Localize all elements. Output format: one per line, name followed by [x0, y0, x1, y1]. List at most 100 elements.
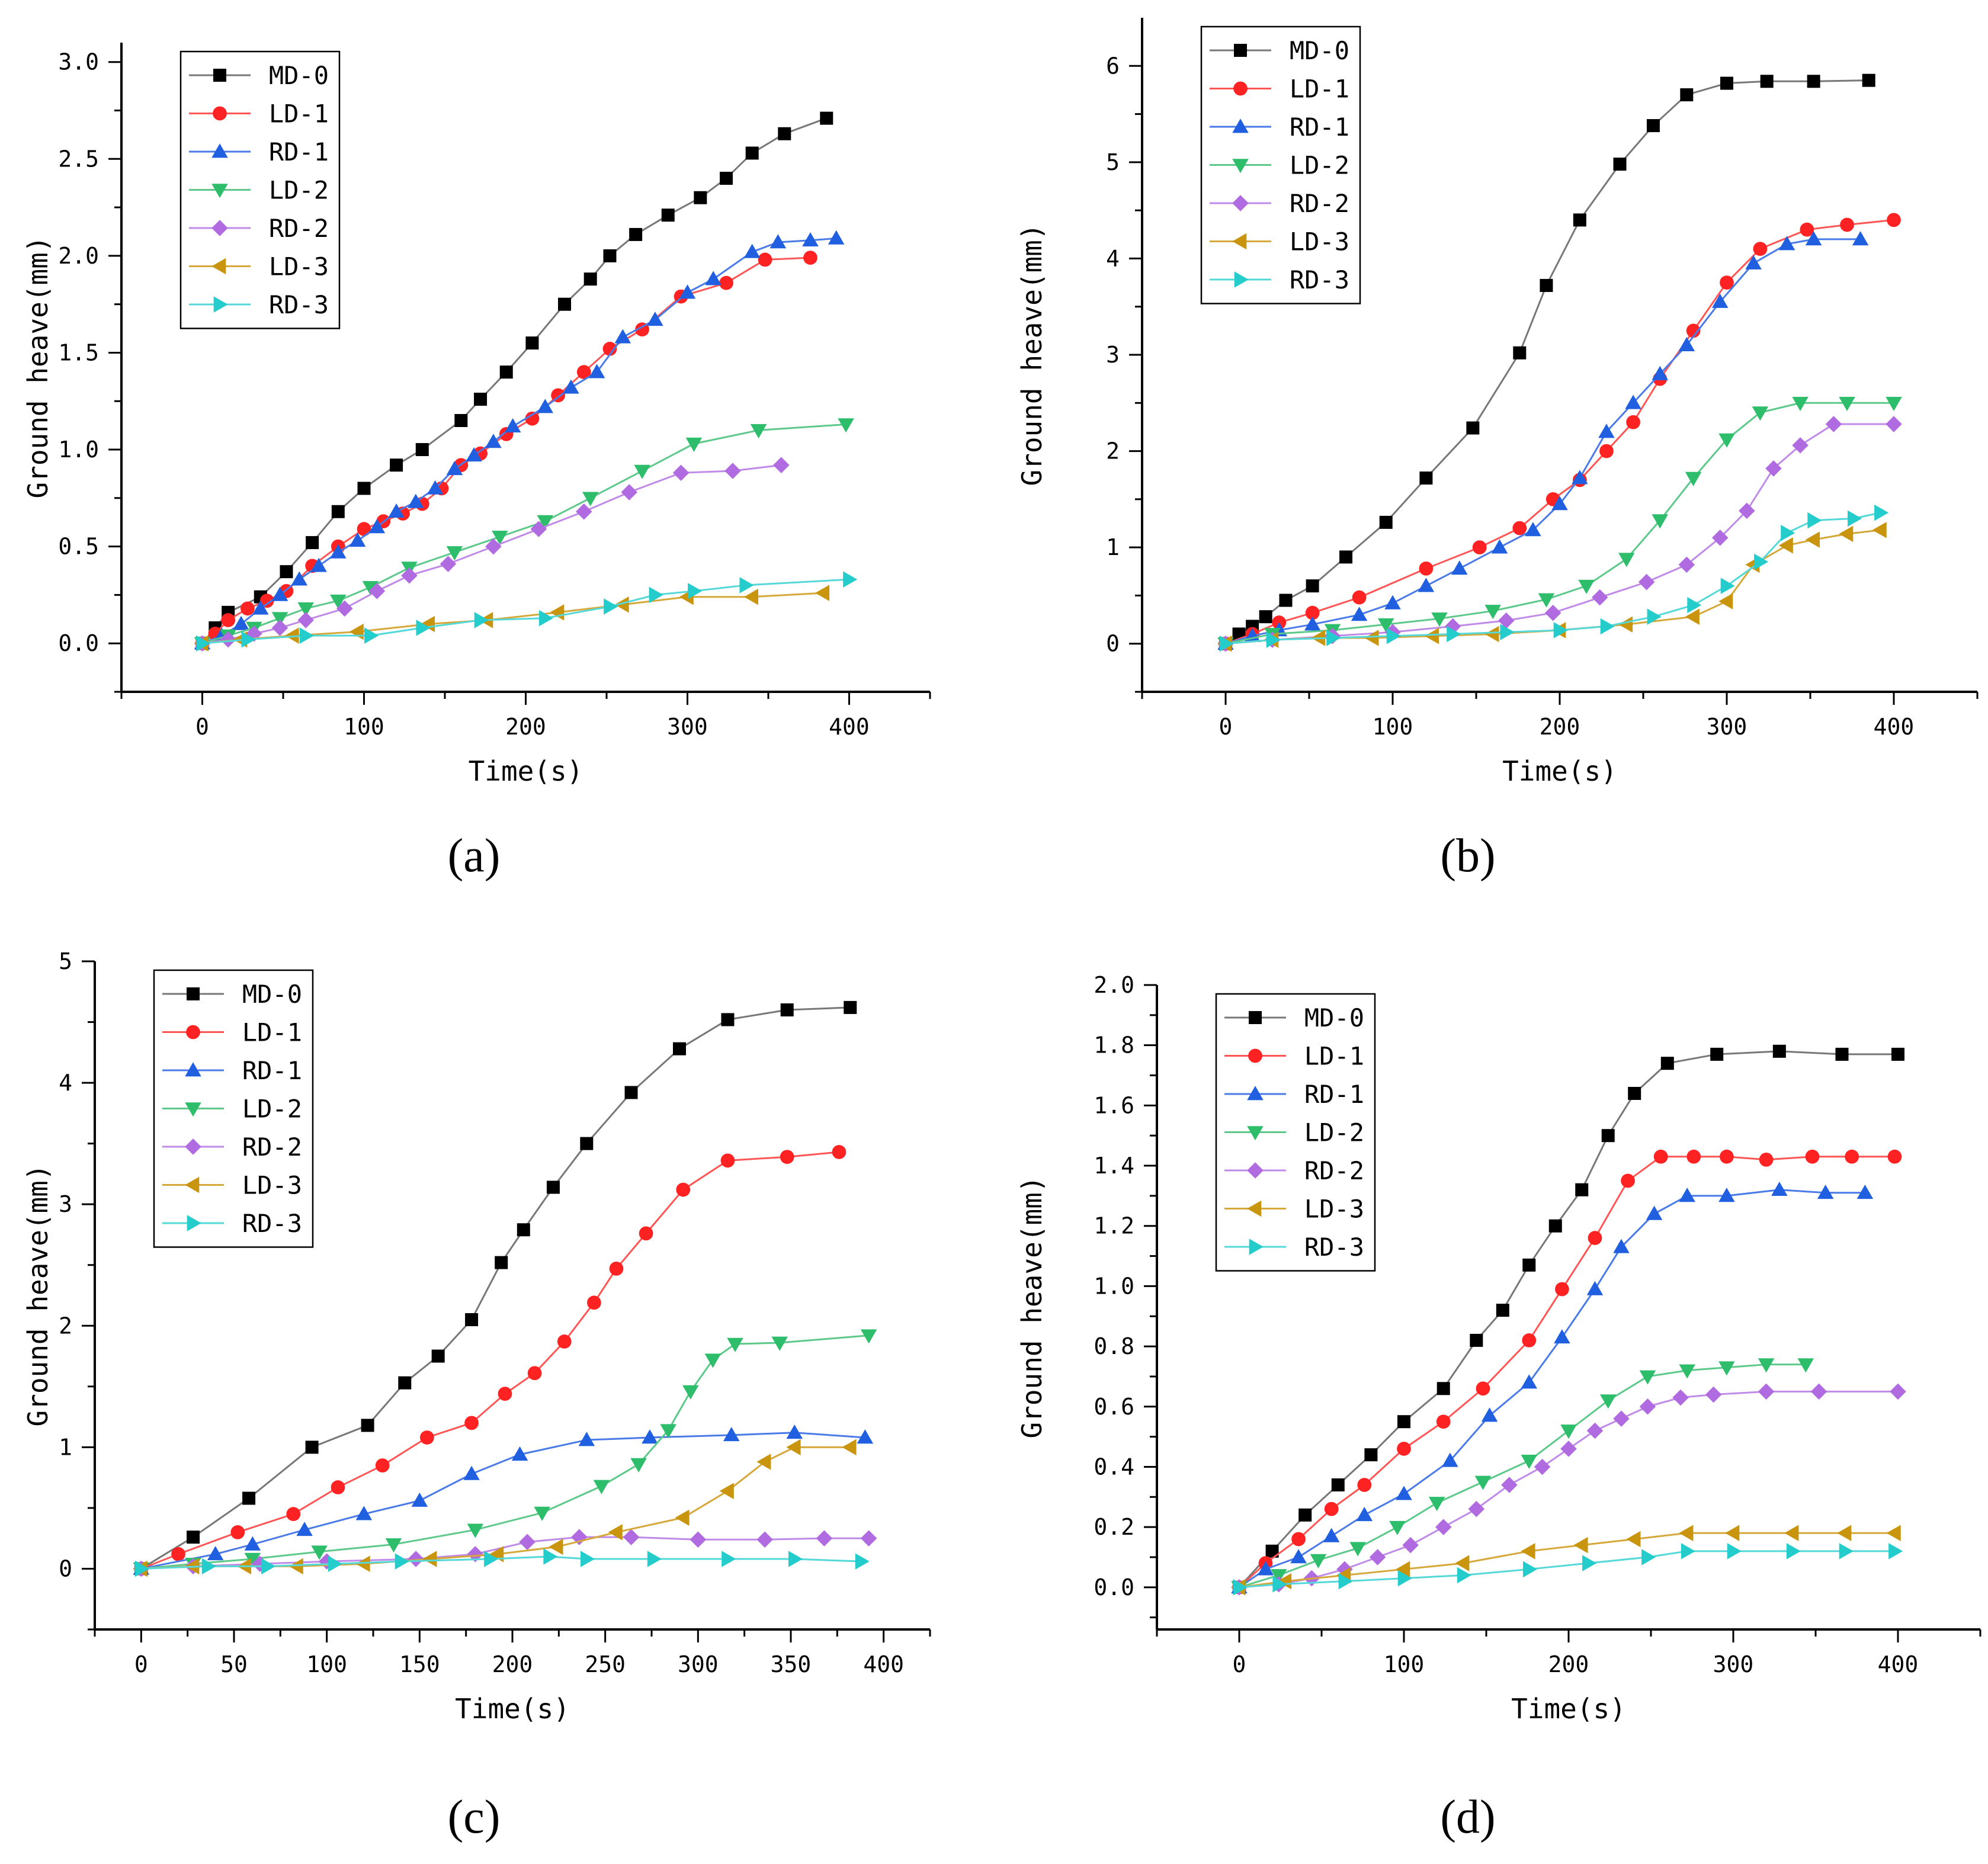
y-axis-label: Ground heave(mm) [1016, 1176, 1048, 1438]
data-point [1336, 1561, 1353, 1578]
x-tick-label: 0 [1233, 1651, 1246, 1677]
x-axis-label: Time(s) [1511, 1693, 1626, 1725]
data-point [1544, 604, 1561, 621]
plot-area [1217, 73, 1902, 652]
legend-marker [1247, 1126, 1264, 1141]
data-point [1890, 1383, 1906, 1400]
legend-marker [187, 1215, 201, 1231]
data-point [1331, 1478, 1345, 1491]
data-point [1613, 1239, 1630, 1253]
data-point [297, 602, 314, 617]
data-point [336, 600, 353, 617]
data-point [1339, 550, 1353, 564]
data-point [537, 515, 554, 530]
data-point [1600, 618, 1615, 635]
data-point [1681, 1543, 1695, 1560]
data-point [719, 1483, 734, 1499]
data-point [1384, 595, 1401, 609]
legend-item: RD-1 [1210, 113, 1349, 142]
data-point [1291, 1532, 1306, 1547]
series-line [202, 464, 782, 644]
data-point [1874, 504, 1889, 521]
data-point [609, 1262, 624, 1276]
axes: 0 50 100 150 200 250 300 350 400 0 1 2 3 4 5 [59, 948, 931, 1677]
data-point [422, 1551, 437, 1567]
data-point [1386, 627, 1401, 644]
data-point [1396, 1561, 1410, 1578]
data-point [588, 364, 605, 378]
legend-item: RD-3 [189, 290, 329, 319]
data-point [623, 1529, 640, 1545]
data-point [720, 1153, 735, 1168]
panel-d: 0 100 200 300 400 0.0 0.2 0.4 0.6 0.8 1.0 1.2 1.4 1.6… [994, 932, 1988, 1863]
legend-label: RD-2 [269, 214, 329, 243]
data-point [1522, 1561, 1538, 1578]
legend-item: LD-2 [1224, 1118, 1364, 1147]
data-point [543, 1548, 558, 1565]
x-tick-label: 400 [1874, 714, 1915, 740]
data-point [1646, 119, 1660, 133]
legend-label: RD-2 [1290, 189, 1349, 218]
data-point [1512, 521, 1527, 535]
x-tick-label: 100 [1373, 714, 1413, 740]
series-RD-3 [135, 1548, 870, 1577]
data-point [355, 1506, 373, 1520]
caption-c: (c) [447, 1791, 501, 1843]
data-point [1338, 1573, 1353, 1590]
data-point [135, 1560, 150, 1577]
data-point [395, 1553, 409, 1570]
legend-item: LD-1 [162, 1018, 302, 1047]
data-point [1500, 624, 1515, 640]
data-point [1839, 525, 1854, 543]
plot-area [1231, 1044, 1906, 1596]
data-point [465, 1313, 479, 1327]
data-point [1578, 579, 1595, 594]
y-tick-label: 0.0 [1094, 1574, 1134, 1600]
data-point [1758, 1383, 1775, 1400]
data-point [688, 583, 703, 599]
data-point [1718, 1188, 1735, 1202]
y-tick-label: 5 [1106, 149, 1120, 175]
series-line [202, 578, 849, 644]
x-axis-label: Time(s) [1502, 755, 1617, 787]
legend-item: RD-2 [189, 214, 329, 243]
data-point [1718, 1361, 1735, 1376]
data-point [1720, 578, 1735, 594]
legend-label: MD-0 [1304, 1003, 1364, 1032]
y-tick-label: 1.6 [1094, 1092, 1134, 1118]
data-point [1856, 1185, 1874, 1199]
data-point [1639, 1398, 1656, 1415]
data-point [1521, 1454, 1538, 1470]
legend-label: LD-1 [242, 1018, 302, 1047]
y-tick-label: 4 [59, 1070, 72, 1096]
data-point [1397, 1442, 1411, 1456]
series-LD-3 [133, 1439, 857, 1577]
series-RD-1 [1217, 231, 1869, 650]
data-point [408, 493, 424, 508]
data-point [1678, 336, 1695, 352]
legend-marker [187, 987, 200, 1000]
data-point [676, 1182, 691, 1197]
y-tick-label: 1.2 [1094, 1213, 1134, 1239]
data-point [1521, 1374, 1538, 1389]
data-point [1718, 433, 1735, 448]
data-point [463, 1465, 480, 1480]
x-tick-label: 250 [585, 1651, 626, 1677]
x-tick-label: 150 [399, 1651, 440, 1677]
data-point [1501, 1477, 1518, 1493]
series-RD-1 [133, 1425, 874, 1575]
data-point [1660, 1057, 1674, 1070]
data-point [1437, 1382, 1450, 1395]
data-point [1290, 1549, 1307, 1564]
data-point [1598, 424, 1615, 438]
legend-marker [213, 69, 226, 82]
y-tick-label: 3.0 [58, 49, 99, 75]
data-point [241, 631, 256, 648]
data-point [1538, 593, 1555, 608]
data-point [1679, 1364, 1695, 1379]
data-point [1575, 1183, 1589, 1196]
data-point [467, 1523, 484, 1538]
x-tick-label: 0 [1219, 714, 1233, 740]
data-point [485, 434, 502, 448]
data-point [756, 1531, 773, 1548]
